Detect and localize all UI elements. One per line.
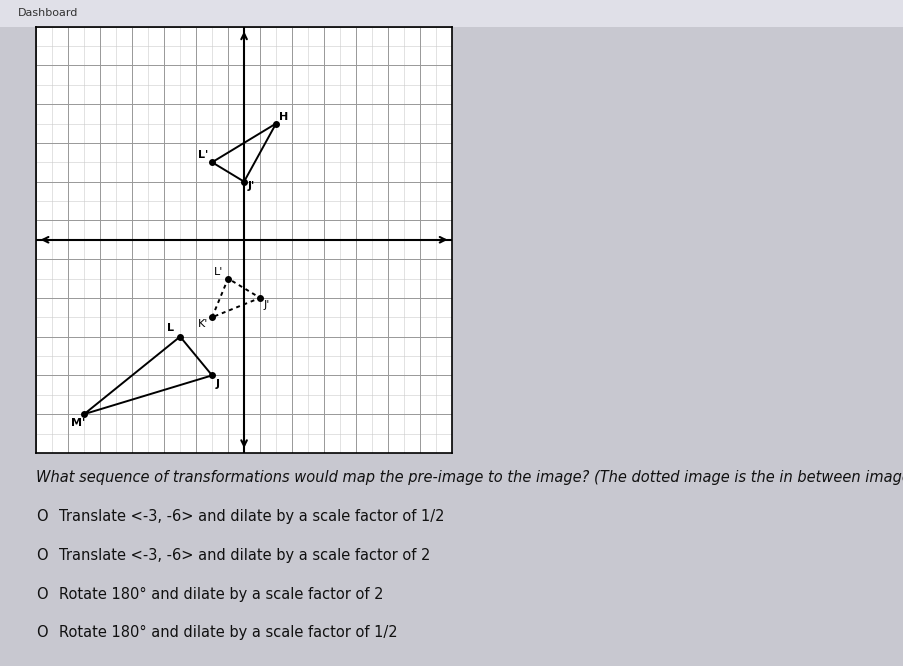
Text: Rotate 180° and dilate by a scale factor of 1/2: Rotate 180° and dilate by a scale factor… xyxy=(59,625,397,641)
Text: J': J' xyxy=(247,181,255,191)
Text: Translate <-3, -6> and dilate by a scale factor of 1/2: Translate <-3, -6> and dilate by a scale… xyxy=(59,509,443,525)
Text: O: O xyxy=(36,625,48,641)
Text: J': J' xyxy=(263,300,269,310)
Text: Dashboard: Dashboard xyxy=(18,8,79,19)
Text: O: O xyxy=(36,548,48,563)
Text: J: J xyxy=(215,379,219,389)
Text: L: L xyxy=(167,323,174,333)
Text: Rotate 180° and dilate by a scale factor of 2: Rotate 180° and dilate by a scale factor… xyxy=(59,587,383,602)
Text: L': L' xyxy=(213,266,223,276)
Text: O: O xyxy=(36,587,48,602)
Text: What sequence of transformations would map the pre-image to the image? (The dott: What sequence of transformations would m… xyxy=(36,470,903,485)
Text: H: H xyxy=(279,112,288,122)
Text: K': K' xyxy=(198,319,208,329)
Text: Translate <-3, -6> and dilate by a scale factor of 2: Translate <-3, -6> and dilate by a scale… xyxy=(59,548,430,563)
Text: M': M' xyxy=(71,418,86,428)
Text: O: O xyxy=(36,509,48,525)
Text: L': L' xyxy=(198,151,208,161)
